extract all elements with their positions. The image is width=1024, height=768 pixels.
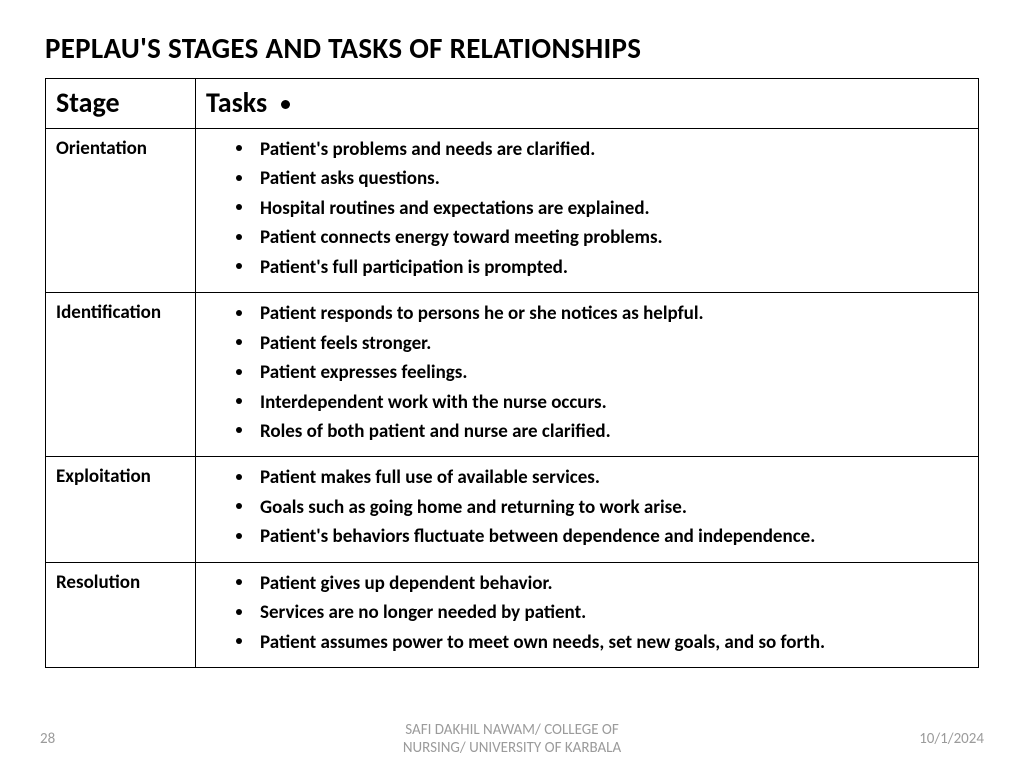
task-item: Hospital routines and expectations are e… (236, 194, 964, 223)
stage-cell: Orientation (46, 129, 196, 293)
task-item: Patient assumes power to meet own needs,… (236, 628, 964, 657)
slide-container: PEPLAU'S STAGES AND TASKS OF RELATIONSHI… (0, 0, 1024, 668)
task-item: Patient connects energy toward meeting p… (236, 223, 964, 252)
table-row: Orientation Patient's problems and needs… (46, 129, 979, 293)
column-header-tasks: Tasks (196, 79, 979, 129)
table-header-row: Stage Tasks (46, 79, 979, 129)
task-item: Services are no longer needed by patient… (236, 598, 964, 627)
tasks-cell: Patient gives up dependent behavior. Ser… (196, 562, 979, 667)
bullet-icon (281, 100, 290, 109)
stage-cell: Exploitation (46, 457, 196, 562)
stages-table: Stage Tasks Orientation Patient's proble… (45, 78, 979, 668)
task-item: Goals such as going home and returning t… (236, 493, 964, 522)
table-row: Identification Patient responds to perso… (46, 293, 979, 457)
task-item: Patient's problems and needs are clarifi… (236, 135, 964, 164)
page-title: PEPLAU'S STAGES AND TASKS OF RELATIONSHI… (45, 30, 979, 66)
column-header-stage: Stage (46, 79, 196, 129)
task-item: Interdependent work with the nurse occur… (236, 388, 964, 417)
page-number: 28 (40, 730, 160, 748)
stage-cell: Resolution (46, 562, 196, 667)
stage-cell: Identification (46, 293, 196, 457)
tasks-cell: Patient responds to persons he or she no… (196, 293, 979, 457)
slide-footer: 28 SAFI DAKHIL NAWAM/ COLLEGE OF NURSING… (0, 721, 1024, 759)
footer-credit: SAFI DAKHIL NAWAM/ COLLEGE OF NURSING/ U… (160, 721, 864, 759)
task-item: Roles of both patient and nurse are clar… (236, 417, 964, 446)
task-item: Patient's behaviors fluctuate between de… (236, 522, 964, 551)
column-header-tasks-label: Tasks (206, 85, 267, 120)
tasks-cell: Patient makes full use of available serv… (196, 457, 979, 562)
table-row: Exploitation Patient makes full use of a… (46, 457, 979, 562)
footer-credit-line2: NURSING/ UNIVERSITY OF KARBALA (160, 739, 864, 758)
task-item: Patient gives up dependent behavior. (236, 569, 964, 598)
task-item: Patient feels stronger. (236, 329, 964, 358)
footer-credit-line1: SAFI DAKHIL NAWAM/ COLLEGE OF (160, 721, 864, 740)
task-item: Patient asks questions. (236, 164, 964, 193)
footer-date: 10/1/2024 (864, 730, 984, 748)
task-item: Patient's full participation is prompted… (236, 253, 964, 282)
task-item: Patient expresses feelings. (236, 358, 964, 387)
tasks-cell: Patient's problems and needs are clarifi… (196, 129, 979, 293)
task-item: Patient makes full use of available serv… (236, 463, 964, 492)
table-row: Resolution Patient gives up dependent be… (46, 562, 979, 667)
task-item: Patient responds to persons he or she no… (236, 299, 964, 328)
